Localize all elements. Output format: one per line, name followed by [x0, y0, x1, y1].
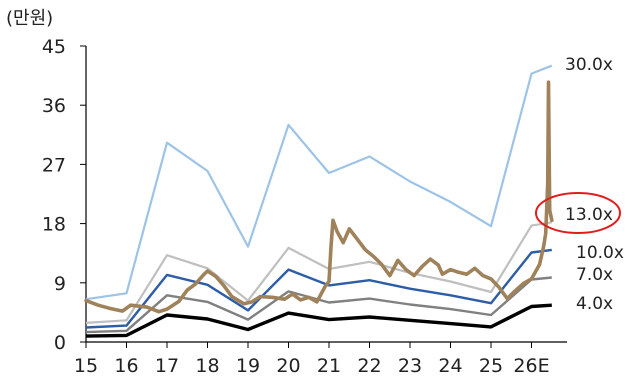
band-line-10-0x: [85, 248, 552, 329]
axis-layer: 0 9 18 27 36 45 15 16 17 18 19 20 21 22 23 24 25 26E: [42, 36, 567, 377]
price-line: [84, 80, 554, 314]
x-tick-label: 17: [155, 355, 179, 377]
band-line-4-0x: [85, 303, 552, 338]
x-tick-label: 15: [74, 355, 98, 377]
highlight-circle: [535, 192, 621, 234]
band-line-7-0x: [85, 276, 552, 334]
y-tick-label: 36: [42, 95, 66, 117]
y-tick-label: 9: [54, 273, 66, 295]
x-tick-label: 23: [398, 355, 422, 377]
series-layer: [84, 64, 554, 338]
x-tick-label: 19: [236, 355, 260, 377]
y-tick-label: 27: [42, 154, 66, 176]
x-tick-label: 24: [438, 355, 462, 377]
label-layer: 30.0x 13.0x 10.0x7.0x 4.0x: [535, 55, 624, 314]
x-tick-label: 16: [114, 355, 138, 377]
series-label-7-0x: 7.0x: [576, 265, 613, 285]
series-label-10-0x: 10.0x: [576, 243, 624, 263]
y-tick-label: 0: [54, 332, 66, 354]
series-label-4-0x: 4.0x: [576, 294, 613, 314]
y-axis-unit-label: (만원): [6, 8, 53, 29]
y-tick-label: 18: [42, 214, 66, 236]
series-label-13-0x: 13.0x: [565, 205, 613, 225]
x-tick-label: 21: [317, 355, 341, 377]
x-tick-label: 20: [276, 355, 300, 377]
y-tick-label: 45: [42, 36, 66, 58]
x-tick-label: 22: [357, 355, 381, 377]
x-tick-label: 26E: [513, 355, 549, 377]
x-tick-label: 25: [479, 355, 503, 377]
band-line-30-0x: [85, 64, 553, 301]
series-label-30-0x: 30.0x: [565, 55, 613, 75]
x-tick-label: 18: [195, 355, 219, 377]
